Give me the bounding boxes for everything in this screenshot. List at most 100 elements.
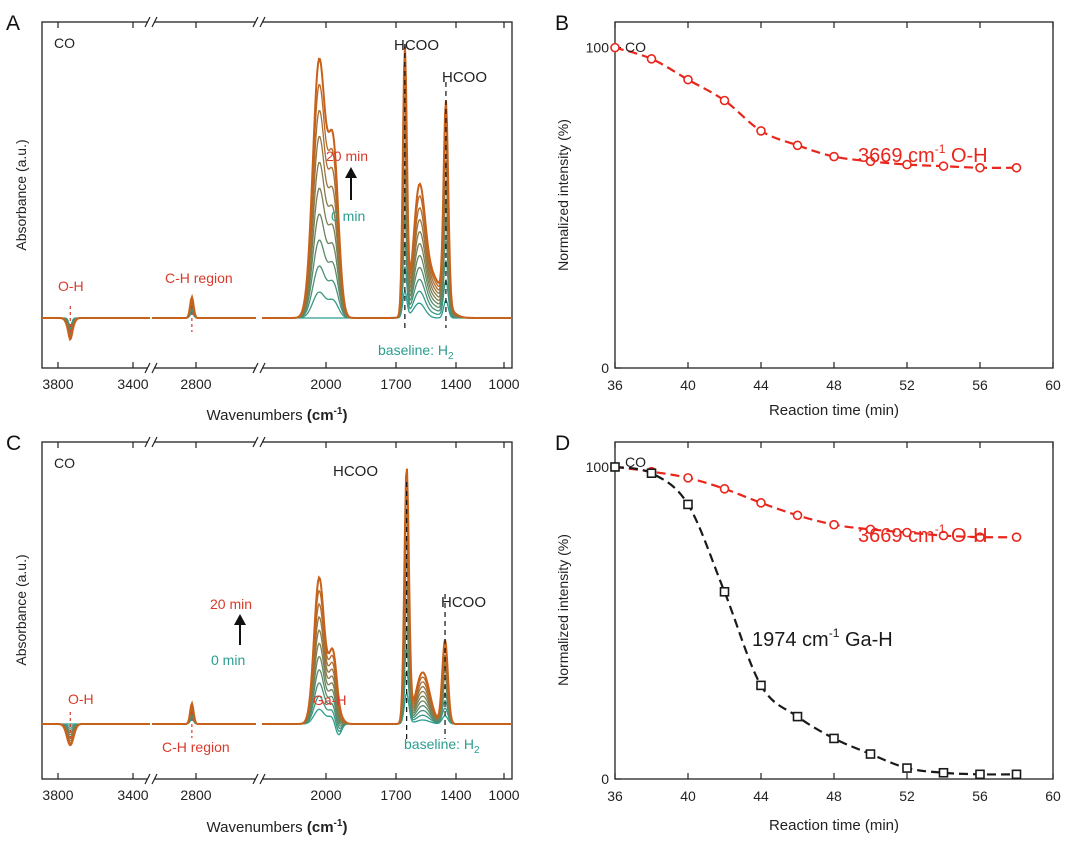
arrow-up-icon-c bbox=[234, 614, 246, 645]
x-axis-label-a: Wavenumbers (cm-1) bbox=[207, 406, 348, 424]
spectrum-line-2min bbox=[262, 669, 512, 733]
x-tick-label: 3400 bbox=[117, 376, 148, 392]
x-tick-label: 60 bbox=[1045, 377, 1061, 393]
x-tick-label: 36 bbox=[607, 377, 623, 393]
axis-break-slash bbox=[259, 773, 266, 785]
chart-title-a: CO bbox=[54, 35, 75, 51]
spectrum-line-6min bbox=[262, 217, 512, 319]
data-point bbox=[865, 524, 876, 535]
annotation-hcoo-2-c: HCOO bbox=[441, 594, 486, 611]
data-point bbox=[756, 680, 766, 691]
spectra-a bbox=[42, 44, 512, 342]
plot-frame-b bbox=[614, 21, 1054, 369]
x-tick-label: 52 bbox=[899, 377, 915, 393]
data-point bbox=[683, 499, 693, 510]
spectrum-line-20min bbox=[42, 317, 150, 342]
arrow-up-icon-a bbox=[345, 167, 357, 200]
spectrum-line-16min bbox=[152, 298, 256, 319]
spectrum-line-0min bbox=[42, 317, 150, 327]
data-point bbox=[683, 473, 693, 483]
spectrum-line-16min bbox=[262, 513, 512, 725]
data-point bbox=[719, 484, 730, 494]
spectrum-line-12min bbox=[42, 317, 150, 336]
data-point bbox=[938, 161, 949, 171]
spectrum-line-6min bbox=[262, 625, 512, 727]
spectrum-line-14min bbox=[262, 119, 512, 319]
chart-title-c: CO bbox=[54, 455, 75, 471]
y-tick-label: 0 bbox=[601, 360, 609, 376]
axis-break-slash bbox=[144, 436, 151, 448]
spectrum-line-10min bbox=[42, 723, 150, 736]
x-tick-label: 3800 bbox=[42, 787, 73, 803]
axis-break-slash bbox=[144, 773, 151, 785]
y-tick-label: 100 bbox=[586, 459, 610, 475]
axis-break-gap bbox=[256, 776, 262, 782]
annotation-ch-region-c: C-H region bbox=[162, 739, 230, 755]
spectrum-line-0min bbox=[262, 692, 512, 736]
x-tick-label: 56 bbox=[972, 377, 988, 393]
series-line-1 bbox=[614, 465, 1017, 776]
x-tick-label: 2800 bbox=[180, 376, 211, 392]
spectrum-line-4min bbox=[262, 648, 512, 730]
x-tick-label: 48 bbox=[826, 377, 842, 393]
axis-break-gap bbox=[148, 19, 154, 25]
x-tick-label: 1700 bbox=[380, 787, 411, 803]
series-label-ga-h-d: 1974 cm-1 Ga-H bbox=[752, 626, 893, 651]
annotation-hcoo-1-c: HCOO bbox=[333, 463, 378, 480]
spectrum-line-4min bbox=[152, 308, 256, 319]
spectrum-line-12min bbox=[262, 144, 512, 319]
data-point bbox=[938, 530, 949, 541]
spectrum-line-16min bbox=[152, 704, 256, 725]
x-tick-label: 2000 bbox=[310, 376, 341, 392]
spectrum-line-6min bbox=[152, 713, 256, 725]
axis-break-gap bbox=[148, 365, 154, 371]
x-tick-label: 2000 bbox=[310, 787, 341, 803]
spectrum-line-10min bbox=[262, 168, 512, 319]
y-tick-label: 100 bbox=[586, 40, 610, 56]
spectrum-line-18min bbox=[42, 317, 150, 340]
spectrum-line-8min bbox=[152, 711, 256, 725]
data-point bbox=[792, 140, 803, 151]
x-tick-label: 36 bbox=[607, 788, 623, 804]
x-tick-label: 1700 bbox=[380, 376, 411, 392]
spectrum-line-8min bbox=[42, 723, 150, 734]
axis-break-slash bbox=[252, 362, 259, 374]
baseline-label-a: baseline: H2 bbox=[378, 342, 454, 362]
spectrum-line-14min bbox=[42, 317, 150, 337]
panel-d: D 36 40 44 48 52 56 60 0 100 CO 3669 cm-1 O-H 19… bbox=[555, 432, 1061, 834]
spectrum-line-20min bbox=[152, 700, 256, 725]
data-point bbox=[902, 527, 912, 538]
axis-break-slash bbox=[144, 16, 151, 28]
axis-break-slash bbox=[151, 436, 158, 448]
series-d: 36 40 44 48 52 56 60 0 100 bbox=[586, 442, 1061, 804]
data-point bbox=[829, 519, 839, 530]
time-label-top-c: 20 min bbox=[210, 596, 252, 612]
spectrum-line-14min bbox=[152, 300, 256, 319]
data-point bbox=[756, 126, 766, 136]
axis-break-slash bbox=[259, 362, 266, 374]
annotation-ch-region-a: C-H region bbox=[165, 270, 233, 286]
spectrum-line-14min bbox=[152, 706, 256, 725]
x-tick-label: 1000 bbox=[488, 787, 519, 803]
data-point bbox=[610, 462, 620, 472]
plot-frame-a bbox=[41, 21, 513, 369]
axis-break-slash bbox=[151, 16, 158, 28]
axis-break-slash bbox=[144, 362, 151, 374]
spectra-c bbox=[42, 468, 512, 747]
spectrum-line-0min bbox=[262, 288, 512, 319]
axis-break-slash bbox=[151, 773, 158, 785]
spectrum-line-14min bbox=[262, 536, 512, 725]
data-point bbox=[975, 769, 985, 780]
spectrum-line-18min bbox=[262, 70, 512, 319]
series-label-oh-b: 3669 cm-1 O-H bbox=[858, 142, 988, 167]
annotation-ga-h-c: Ga-H bbox=[313, 692, 346, 708]
y-axis-label-a: Absorbance (a.u.) bbox=[13, 139, 29, 250]
axis-break-gap bbox=[256, 439, 262, 445]
data-point bbox=[938, 767, 949, 778]
x-tick-label: 44 bbox=[753, 377, 769, 393]
panel-c: C 3800 3400 2800 2000 1700 1400 1000 CO O-H C-… bbox=[6, 432, 520, 836]
spectrum-line-20min bbox=[262, 468, 512, 725]
x-axis-label-d: Reaction time (min) bbox=[769, 817, 899, 834]
spectrum-line-4min bbox=[262, 241, 512, 319]
